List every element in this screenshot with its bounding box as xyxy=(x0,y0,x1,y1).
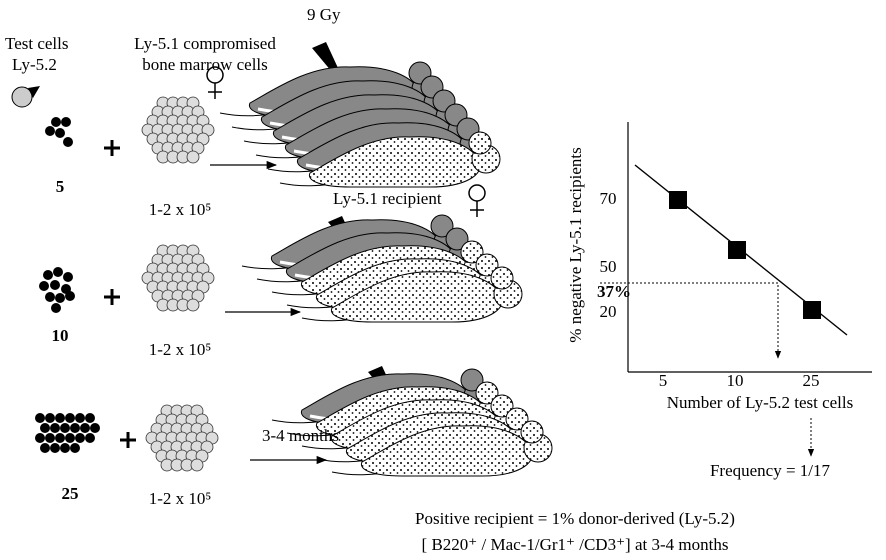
footer: [ B220⁺ / Mac-1/Gr1⁺ /CD3⁺] at 3-4 month… xyxy=(422,535,729,554)
cell-icon xyxy=(11,86,33,108)
test-cell xyxy=(55,433,65,443)
data-point xyxy=(803,301,821,319)
test-cell xyxy=(40,443,50,453)
test-cell xyxy=(63,137,73,147)
y-tick-label: 70 xyxy=(600,189,617,208)
mouse-ear xyxy=(520,420,544,444)
mouse-ear xyxy=(490,394,514,418)
test-cell xyxy=(45,433,55,443)
artwork xyxy=(11,42,553,477)
y-tick-label: 20 xyxy=(600,302,617,321)
test-cells-type: Ly-5.2 xyxy=(12,55,57,74)
test-cell xyxy=(51,117,61,127)
test-cell xyxy=(39,281,49,291)
y-tick-label: 50 xyxy=(600,257,617,276)
threshold-guide xyxy=(600,282,782,359)
marrow-cell xyxy=(190,458,204,472)
test-cell xyxy=(50,423,60,433)
time-label: 3-4 months xyxy=(262,426,339,445)
test-cell xyxy=(60,443,70,453)
compromised-label: Ly-5.1 compromised xyxy=(134,34,276,53)
x-tick-label: 5 xyxy=(659,371,668,390)
test-cell xyxy=(51,303,61,313)
x-tick-label: 25 xyxy=(803,371,820,390)
test-cell xyxy=(43,270,53,280)
mouse xyxy=(331,420,553,477)
test-cell xyxy=(75,413,85,423)
dose-label: 9 Gy xyxy=(307,5,341,24)
test-cell xyxy=(75,433,85,443)
recipient-label: Ly-5.1 recipient xyxy=(333,189,442,208)
test-cells-label: Test cells xyxy=(5,34,68,53)
marrow-cell xyxy=(186,150,200,164)
test-cell xyxy=(65,413,75,423)
test-cell xyxy=(45,292,55,302)
group-count: 5 xyxy=(56,177,65,196)
mouse-ear xyxy=(468,131,492,155)
test-cell xyxy=(70,443,80,453)
y-axis-label: % negative Ly-5.1 recipients xyxy=(566,147,585,342)
test-cell xyxy=(35,413,45,423)
test-cell xyxy=(50,280,60,290)
test-cell xyxy=(45,413,55,423)
cell-icon xyxy=(28,86,40,98)
test-cell xyxy=(85,433,95,443)
test-cell xyxy=(60,423,70,433)
mouse-ear xyxy=(460,368,484,392)
mouse xyxy=(279,131,501,188)
mouse-ear xyxy=(475,253,499,277)
mouse-ear xyxy=(460,240,484,264)
test-cell xyxy=(55,413,65,423)
test-cell xyxy=(53,267,63,277)
data-point xyxy=(728,241,746,259)
group-count: 10 xyxy=(52,326,69,345)
test-cell xyxy=(90,423,100,433)
x-axis-label: Number of Ly-5.2 test cells xyxy=(667,393,854,412)
test-cell xyxy=(85,413,95,423)
mouse-ear xyxy=(445,227,469,251)
test-cell xyxy=(55,128,65,138)
female-symbol xyxy=(468,184,486,202)
test-cell xyxy=(45,126,55,136)
data-point xyxy=(669,191,687,209)
test-cell xyxy=(35,433,45,443)
test-cell xyxy=(61,117,71,127)
plot: 70 50 20 37% 5 10 25 Number of Ly-5.2 te… xyxy=(566,122,872,480)
marrow-cell xyxy=(186,298,200,312)
mouse-ear xyxy=(505,407,529,431)
threshold-label: 37% xyxy=(597,282,631,301)
test-cell xyxy=(65,291,75,301)
mouse-ear xyxy=(475,381,499,405)
test-cell xyxy=(55,293,65,303)
cell-dose: 1-2 x 10⁵ xyxy=(149,200,212,219)
frequency-result: Frequency = 1/17 xyxy=(710,461,831,480)
cell-dose: 1-2 x 10⁵ xyxy=(149,489,212,508)
test-cell xyxy=(63,272,73,282)
mouse xyxy=(301,266,523,323)
mouse-ear xyxy=(430,214,454,238)
compromised-label: bone marrow cells xyxy=(142,55,268,74)
group-count: 25 xyxy=(62,484,79,503)
test-cell xyxy=(40,423,50,433)
mouse-ear xyxy=(490,266,514,290)
x-tick-label: 10 xyxy=(727,371,744,390)
test-cell xyxy=(65,433,75,443)
cell-dose: 1-2 x 10⁵ xyxy=(149,340,212,359)
test-cell xyxy=(50,443,60,453)
footer: Positive recipient = 1% donor-derived (L… xyxy=(415,509,735,528)
test-cell xyxy=(70,423,80,433)
test-cell xyxy=(80,423,90,433)
